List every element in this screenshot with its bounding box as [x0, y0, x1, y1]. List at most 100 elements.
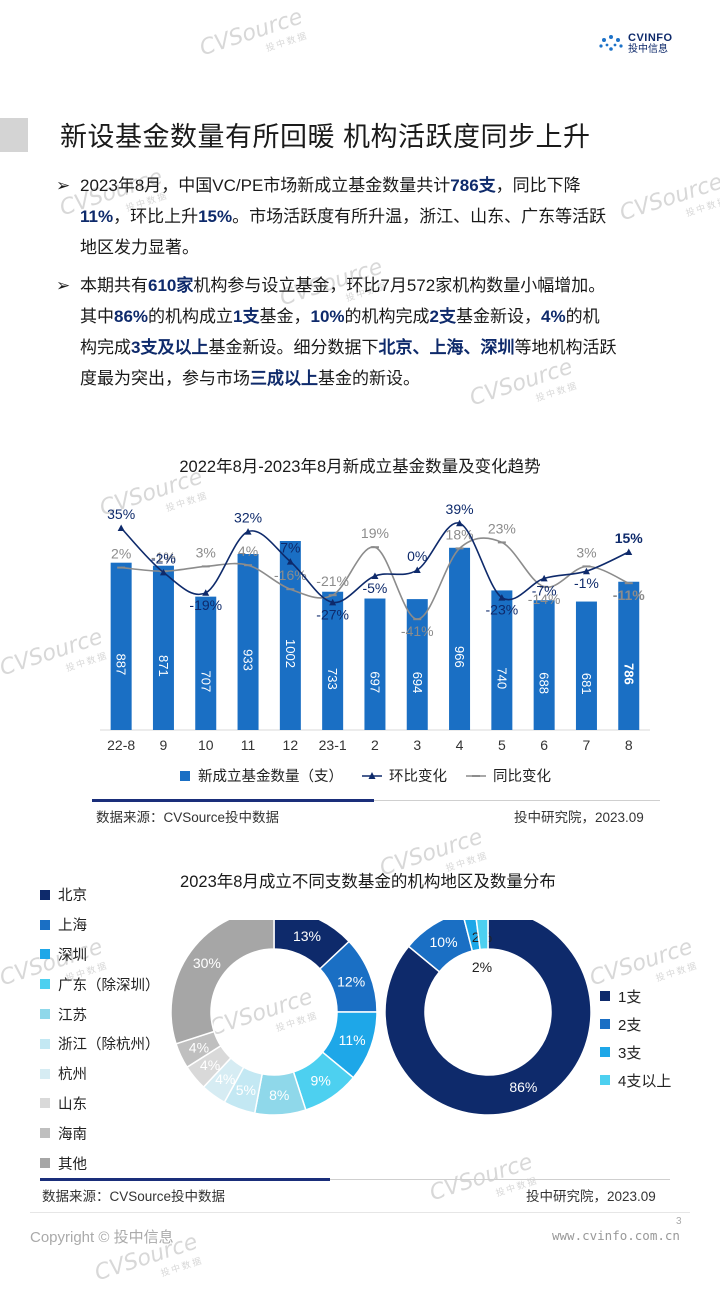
legend-item: 环比变化 — [361, 765, 447, 786]
data-point — [625, 548, 633, 555]
data-label: 7% — [280, 540, 300, 556]
highlight-text: 1支 — [233, 307, 260, 326]
donut-slice — [475, 920, 489, 951]
legend-label: 江苏 — [58, 1007, 87, 1024]
bar-value-label: 697 — [367, 671, 382, 693]
highlight-text: 2支 — [429, 307, 456, 326]
slice-label: 4% — [215, 1071, 235, 1087]
data-label: 15% — [615, 530, 644, 546]
slice-label: 2% — [472, 959, 492, 975]
body-text: 的机构完成 — [344, 307, 430, 326]
bar — [237, 554, 259, 730]
legend-swatch-icon — [40, 1098, 50, 1109]
data-label: 19% — [361, 525, 389, 541]
source-divider — [40, 1178, 330, 1181]
x-tick-label: 5 — [498, 737, 506, 753]
data-point — [498, 594, 506, 601]
legend-swatch-icon — [40, 1128, 50, 1139]
website-link[interactable]: www.cvinfo.com.cn — [552, 1228, 680, 1243]
source-divider-light — [330, 1179, 670, 1180]
legend-swatch-icon — [600, 1075, 610, 1085]
legend-swatch-icon — [600, 1019, 610, 1029]
source-divider — [92, 799, 374, 802]
bar — [322, 591, 344, 730]
data-point — [582, 565, 591, 568]
paragraph-line: 地区发力显著。 — [80, 232, 696, 263]
chart1-title: 2022年8月-2023年8月新成立基金数量及变化趋势 — [179, 458, 541, 476]
logo-brand: CVINFO — [628, 32, 673, 44]
bar — [575, 601, 597, 730]
bar-value-label: 694 — [410, 672, 425, 694]
legend-swatch-icon — [40, 1009, 50, 1020]
bar — [110, 562, 132, 730]
slice-label: 8% — [269, 1087, 289, 1103]
paragraph-line: 其中86%的机构成立1支基金，10%的机构完成2支基金新设，4%的机 — [80, 301, 696, 332]
chart1-legend: 新成立基金数量（支） 环比变化 同比变化 — [180, 765, 551, 786]
bar — [195, 596, 217, 730]
bar-value-label: 740 — [494, 667, 509, 689]
data-point — [624, 582, 633, 585]
data-point — [370, 546, 379, 549]
count-legend-item: 1支 — [600, 982, 671, 1010]
paragraph-line: 度最为突出，参与市场三成以上基金的新设。 — [80, 363, 696, 394]
highlight-text: 三成以上 — [250, 369, 318, 388]
cvinfo-logo: CVINFO 投中信息 — [598, 32, 673, 56]
title-accent-bar — [0, 118, 28, 152]
legend-label: 深圳 — [58, 947, 87, 964]
data-label: 4% — [238, 543, 258, 559]
x-tick-label: 4 — [456, 737, 464, 753]
logo-sub: 投中信息 — [628, 44, 668, 55]
region-legend-item: 深圳 — [40, 940, 160, 970]
legend-label: 4支以上 — [618, 1072, 672, 1090]
donut-slice — [407, 920, 474, 973]
data-point — [582, 567, 590, 575]
bullet-arrow-icon: ➢ — [56, 276, 71, 295]
data-label: -16% — [274, 567, 307, 583]
legend-swatch-icon — [40, 919, 50, 930]
bar-value-label: 707 — [198, 670, 213, 692]
bar-value-label: 733 — [325, 668, 340, 690]
highlight-text: 86% — [114, 307, 149, 326]
data-point — [540, 585, 549, 588]
body-text: 基金， — [259, 307, 311, 326]
paragraph-text: 本期共有610家机构参与设立基金，环比7月572家机构数量小幅增加。 其中86%的… — [80, 270, 696, 394]
region-legend-item: 广东（除深圳） — [40, 969, 160, 999]
bar — [406, 599, 428, 730]
legend-label: 北京 — [58, 888, 87, 905]
source-divider-light — [374, 800, 660, 801]
bar — [618, 581, 640, 730]
cvinfo-logo-icon — [599, 35, 623, 51]
bar-value-label: 887 — [114, 653, 129, 675]
count-legend-item: 3支 — [600, 1038, 671, 1066]
copyright: Copyright © 投中信息 — [30, 1229, 174, 1246]
chart2-source: 数据来源：CVSource投中数据 — [42, 1189, 226, 1204]
x-tick-label: 3 — [413, 737, 421, 753]
legend-label: 2支 — [618, 1016, 642, 1034]
data-label: 39% — [446, 501, 474, 517]
data-point — [159, 568, 167, 576]
body-text: 等地机构活跃 — [514, 338, 617, 357]
data-point — [202, 589, 210, 596]
data-point — [497, 541, 506, 544]
x-tick-label: 6 — [540, 737, 548, 753]
data-point — [413, 566, 421, 573]
legend-label: 新成立基金数量（支） — [198, 769, 343, 785]
slice-label: 5% — [236, 1082, 256, 1098]
highlight-text: 北京、上海、深圳 — [378, 338, 515, 357]
region-legend-item: 杭州 — [40, 1059, 160, 1089]
region-legend-item: 北京 — [40, 880, 160, 910]
data-point — [286, 558, 294, 565]
x-tick-label: 11 — [241, 737, 256, 753]
legend-label: 山东 — [58, 1096, 87, 1113]
summary-paragraph-2: ➢ 本期共有610家机构参与设立基金，环比7月572家机构数量小幅增加。 其中86… — [56, 270, 696, 394]
body-text: 的机 — [565, 307, 600, 326]
bar-value-label: 871 — [156, 655, 171, 677]
highlight-text: 15% — [198, 207, 233, 226]
donut-slice — [384, 920, 592, 1116]
data-point — [455, 547, 464, 550]
legend-label: 环比变化 — [389, 769, 447, 785]
data-label: 0% — [407, 548, 427, 564]
legend-label: 浙江（除杭州） — [58, 1037, 160, 1054]
data-label: -1% — [151, 549, 176, 565]
legend-label: 上海 — [58, 918, 87, 935]
